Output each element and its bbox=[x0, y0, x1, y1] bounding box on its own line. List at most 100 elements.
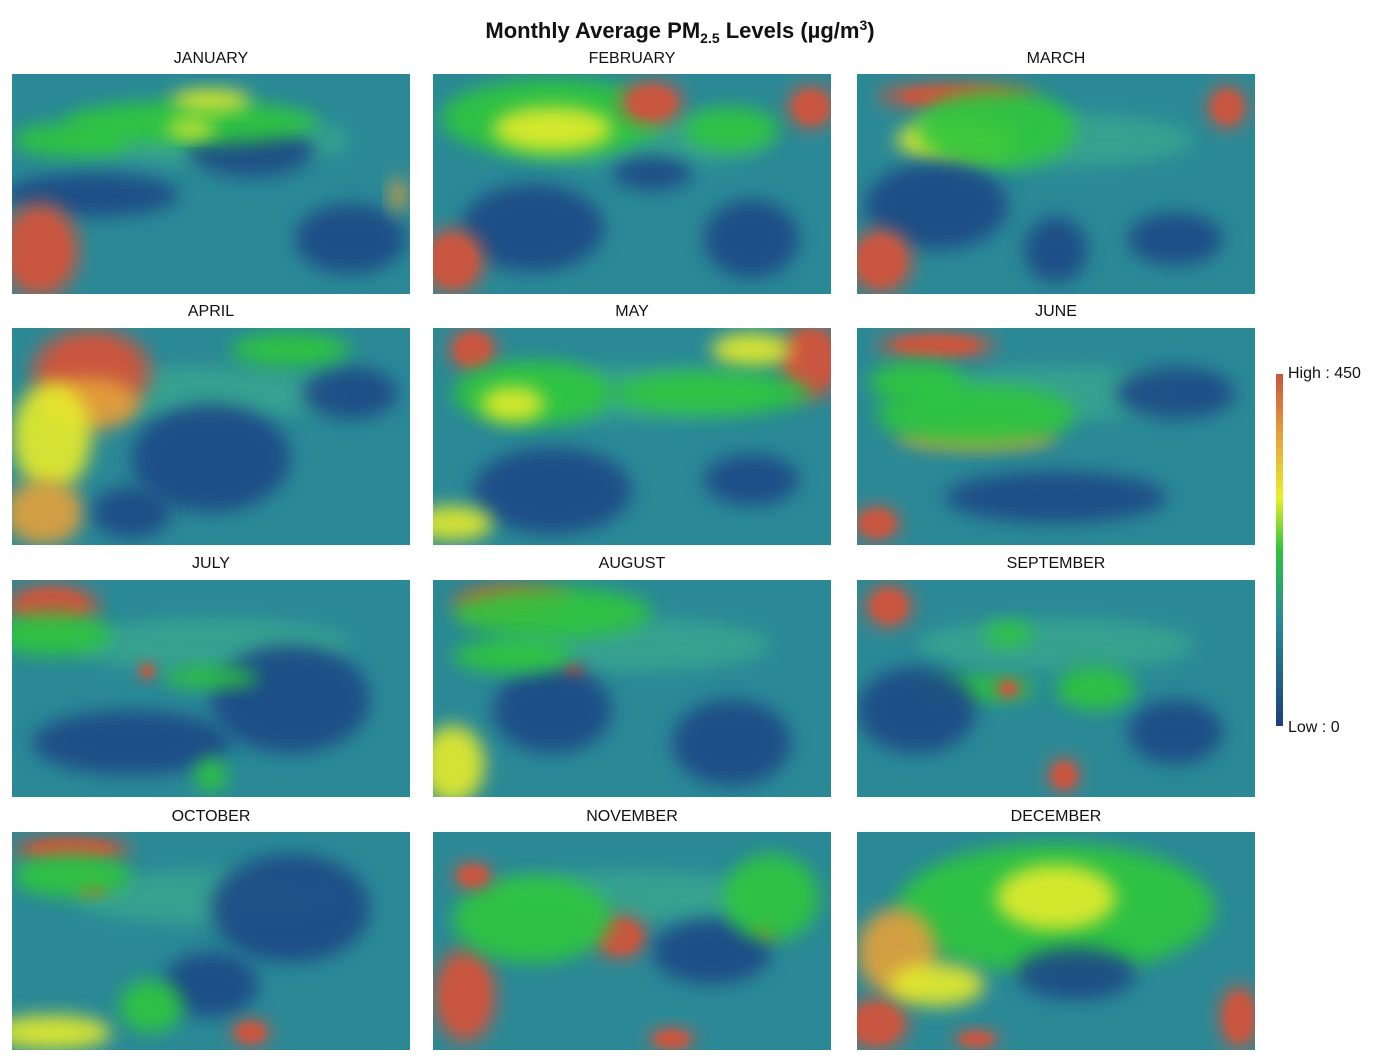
map-region bbox=[195, 757, 227, 793]
map-region bbox=[433, 237, 476, 285]
legend-low: Low : 0 bbox=[1288, 719, 1340, 736]
map-region bbox=[959, 1032, 994, 1046]
map-image bbox=[12, 832, 410, 1050]
map-region bbox=[857, 666, 977, 754]
map-region bbox=[294, 203, 407, 275]
map-region bbox=[433, 725, 485, 797]
map-region bbox=[167, 120, 215, 138]
color-bar bbox=[1276, 374, 1283, 726]
map-region bbox=[711, 332, 792, 368]
map-region bbox=[671, 699, 792, 787]
map-region bbox=[794, 91, 828, 123]
map-image bbox=[12, 328, 410, 545]
map-image bbox=[433, 74, 831, 294]
title-text: Levels (µg/m bbox=[720, 18, 860, 43]
panel-label: APRIL bbox=[188, 303, 234, 320]
map-image bbox=[857, 74, 1255, 294]
map-region bbox=[600, 921, 640, 952]
title-superscript: 3 bbox=[859, 17, 867, 33]
map-region bbox=[211, 853, 371, 963]
panel-label: JUNE bbox=[1035, 303, 1077, 320]
map-region bbox=[868, 360, 965, 404]
map-image bbox=[433, 580, 831, 797]
map-region bbox=[91, 486, 172, 539]
map-region bbox=[211, 645, 371, 754]
map-region bbox=[872, 590, 906, 622]
map-panel: MARCH bbox=[857, 50, 1255, 294]
map-region bbox=[723, 853, 820, 942]
map-region bbox=[864, 162, 1009, 250]
map-panel: MAY bbox=[433, 303, 831, 545]
map-panel: SEPTEMBER bbox=[857, 555, 1255, 797]
map-region bbox=[460, 184, 605, 272]
map-region bbox=[12, 479, 84, 545]
map-region bbox=[860, 511, 894, 536]
map-region bbox=[999, 682, 1017, 695]
map-region bbox=[12, 122, 132, 158]
map-region bbox=[1225, 994, 1254, 1041]
map-region bbox=[458, 866, 487, 885]
map-region bbox=[390, 177, 407, 213]
map-region bbox=[984, 621, 1033, 648]
map-region bbox=[1115, 367, 1236, 420]
map-region bbox=[651, 919, 772, 985]
map-region bbox=[1127, 212, 1224, 266]
map-region bbox=[857, 1005, 900, 1043]
map-region bbox=[12, 853, 132, 898]
map-panel: JUNE bbox=[857, 303, 1255, 545]
map-image bbox=[12, 74, 410, 294]
map-image bbox=[433, 832, 831, 1050]
map-panel: DECEMBER bbox=[857, 808, 1255, 1050]
map-region bbox=[492, 107, 613, 151]
map-region bbox=[996, 864, 1116, 931]
map-region bbox=[1056, 666, 1136, 711]
map-region bbox=[12, 382, 92, 491]
map-region bbox=[703, 199, 800, 279]
map-region bbox=[1016, 947, 1136, 1000]
map-region bbox=[163, 666, 259, 689]
panel-label: NOVEMBER bbox=[586, 808, 678, 825]
panel-label: AUGUST bbox=[599, 555, 666, 572]
map-image bbox=[12, 580, 410, 797]
panel-label: MARCH bbox=[1027, 50, 1086, 67]
map-region bbox=[788, 333, 831, 388]
map-region bbox=[944, 471, 1168, 524]
map-region bbox=[163, 951, 259, 1018]
map-region bbox=[230, 332, 351, 368]
map-panel: JANUARY bbox=[12, 50, 410, 294]
map-image bbox=[857, 832, 1255, 1050]
map-region bbox=[472, 447, 632, 535]
panel-label: JANUARY bbox=[174, 50, 249, 67]
map-region bbox=[1213, 91, 1242, 123]
title: Monthly Average PM2.5 Levels (µg/m3) bbox=[485, 17, 874, 46]
map-region bbox=[442, 961, 488, 1030]
map-region bbox=[452, 638, 573, 674]
map-image bbox=[433, 328, 831, 545]
map-region bbox=[858, 237, 904, 285]
map-region bbox=[12, 216, 68, 284]
map-region bbox=[703, 453, 800, 506]
map-region bbox=[433, 505, 493, 541]
map-region bbox=[1024, 217, 1088, 283]
panel-label: DECEMBER bbox=[1011, 808, 1102, 825]
map-region bbox=[29, 840, 114, 859]
title-subscript: 2.5 bbox=[700, 30, 720, 46]
map-region bbox=[492, 666, 613, 754]
map-region bbox=[452, 875, 613, 963]
map-region bbox=[171, 89, 251, 112]
map-panel: OCTOBER bbox=[12, 808, 410, 1050]
map-panel: APRIL bbox=[12, 303, 410, 545]
map-image bbox=[857, 580, 1255, 797]
legend-high: High : 450 bbox=[1288, 365, 1361, 382]
panel-label: MAY bbox=[615, 303, 649, 320]
map-region bbox=[480, 386, 545, 422]
panel-label: JULY bbox=[192, 555, 230, 572]
map-region bbox=[916, 89, 1076, 169]
map-region bbox=[1127, 699, 1224, 765]
map-region bbox=[894, 336, 979, 355]
map-region bbox=[629, 87, 675, 118]
map-region bbox=[456, 334, 490, 365]
map-region bbox=[119, 980, 184, 1033]
map-region bbox=[141, 665, 153, 678]
